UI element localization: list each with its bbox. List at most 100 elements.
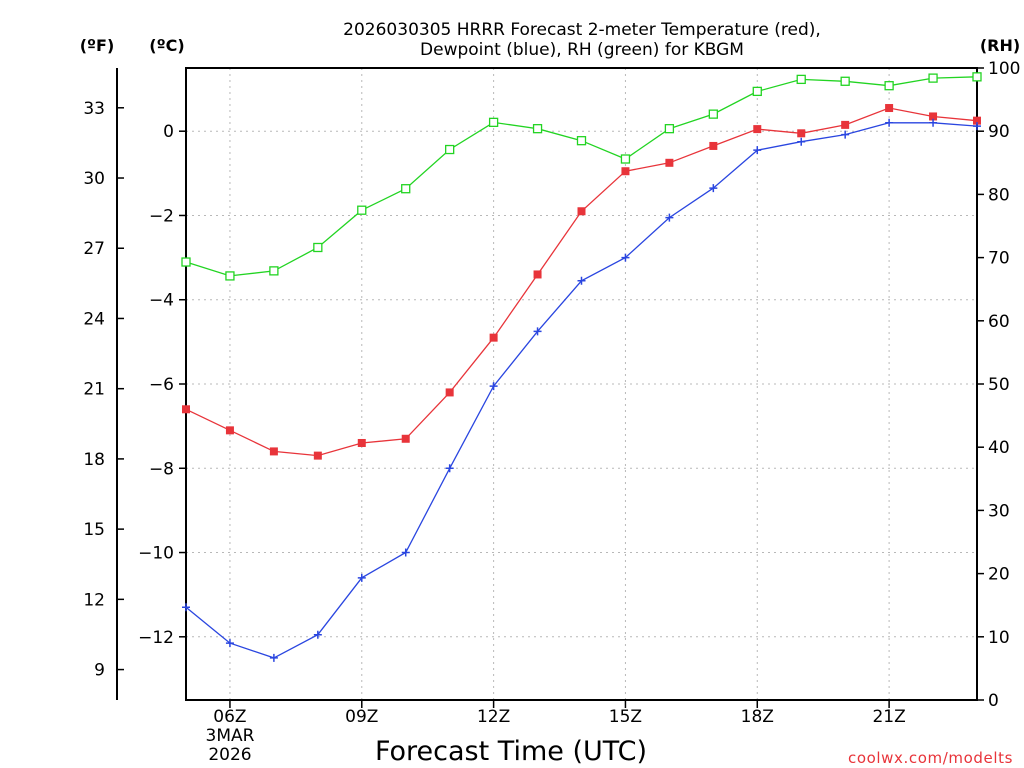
- x-tick-label: 15Z: [609, 707, 642, 727]
- rh-tick-label: 0: [988, 691, 999, 711]
- rh-point: [708, 109, 718, 119]
- rh-point: [840, 76, 850, 86]
- dewpoint-point: [577, 276, 586, 285]
- rh-unit-label: (RH): [980, 36, 1020, 55]
- rh-tick-label: 20: [988, 565, 1010, 585]
- dewpoint-point: [665, 213, 674, 222]
- celsius-tick-label: 0: [163, 122, 174, 142]
- dewpoint-point: [269, 653, 278, 662]
- temperature-point: [665, 158, 674, 167]
- temperature-point: [577, 207, 586, 216]
- dewpoint-point: [357, 573, 366, 582]
- dewpoint-point: [797, 137, 806, 146]
- temperature-point: [929, 112, 938, 121]
- rh-point: [532, 124, 543, 134]
- rh-point: [576, 136, 587, 146]
- date-label-year: 2026: [208, 745, 251, 765]
- celsius-tick-label: −10: [138, 544, 174, 564]
- dewpoint-point: [401, 548, 410, 557]
- dewpoint-line: [185, 122, 978, 659]
- dewpoint-point: [885, 118, 894, 127]
- temperature-point: [269, 447, 278, 456]
- series-rh: [181, 72, 982, 281]
- temperature-point: [533, 270, 542, 279]
- series-temperature: [182, 104, 981, 460]
- temperature-point: [489, 333, 498, 342]
- x-tick-label: 06Z: [213, 707, 246, 727]
- date-label-month: 3MAR: [206, 726, 255, 746]
- rh-point: [401, 184, 411, 194]
- chart-title-line2: Dewpoint (blue), RH (green) for KBGM: [420, 40, 744, 60]
- fahrenheit-tick-label: 33: [83, 99, 105, 119]
- fahrenheit-tick-label: 27: [83, 239, 105, 259]
- rh-point: [357, 205, 367, 215]
- temperature-point: [357, 438, 366, 447]
- fahrenheit-tick-label: 15: [83, 520, 105, 540]
- fahrenheit-tick-label: 30: [83, 169, 105, 189]
- rh-point: [620, 154, 631, 164]
- fahrenheit-tick-label: 12: [83, 590, 105, 610]
- dewpoint-point: [182, 603, 190, 612]
- celsius-tick-label: −4: [149, 291, 174, 311]
- rh-tick-label: 80: [988, 185, 1010, 205]
- fahrenheit-tick-label: 21: [83, 380, 105, 400]
- temperature-point: [841, 120, 850, 129]
- fahrenheit-tick-label: 18: [83, 450, 105, 470]
- rh-tick-label: 60: [988, 312, 1010, 332]
- temperature-point: [313, 451, 322, 460]
- temperature-point: [621, 167, 630, 176]
- rh-point: [313, 242, 323, 253]
- tick-labels: −12 −10 −8 −6 −4 −2 0 9 12 15 18 21 24 27 30 33 0 10 20 30 4…: [83, 59, 1020, 727]
- x-tick-label: 12Z: [477, 707, 510, 727]
- rh-point: [225, 271, 235, 281]
- axes: [116, 67, 984, 708]
- x-tick-label: 18Z: [741, 707, 774, 727]
- rh-point: [269, 266, 279, 276]
- rh-tick-label: 70: [988, 249, 1010, 269]
- dewpoint-point: [709, 184, 718, 193]
- temperature-point: [797, 129, 806, 138]
- rh-line: [185, 76, 978, 277]
- grid-lines: [186, 68, 977, 700]
- dewpoint-point: [225, 639, 234, 648]
- dewpoint-point: [841, 130, 850, 139]
- rh-point: [488, 117, 499, 128]
- celsius-tick-label: −6: [149, 375, 174, 395]
- dewpoint-point: [753, 146, 762, 155]
- temperature-point: [709, 141, 718, 150]
- celsius-tick-label: −12: [138, 628, 174, 648]
- rh-point: [972, 72, 982, 82]
- credit-text: coolwx.com/modelts: [848, 749, 1013, 767]
- fahrenheit-unit-label: (ºF): [80, 36, 115, 55]
- series-group: [181, 72, 982, 662]
- chart-title-line1: 2026030305 HRRR Forecast 2-meter Tempera…: [343, 20, 821, 40]
- rh-point: [664, 124, 675, 134]
- fahrenheit-tick-label: 24: [83, 309, 105, 329]
- rh-point: [752, 86, 762, 97]
- rh-point: [445, 144, 455, 155]
- series-dewpoint: [182, 118, 981, 662]
- x-tick-label: 21Z: [872, 707, 905, 727]
- rh-tick-label: 10: [988, 628, 1010, 648]
- temperature-point: [885, 104, 894, 113]
- rh-tick-label: 50: [988, 375, 1010, 395]
- rh-tick-label: 100: [988, 59, 1020, 79]
- dewpoint-point: [533, 327, 542, 336]
- temperature-point: [445, 388, 454, 397]
- celsius-unit-label: (ºC): [149, 36, 184, 55]
- dewpoint-point: [489, 382, 498, 391]
- rh-point: [181, 257, 191, 267]
- temperature-point: [182, 405, 190, 414]
- dewpoint-point: [973, 122, 981, 131]
- dewpoint-point: [445, 464, 454, 473]
- fahrenheit-tick-label: 9: [94, 661, 105, 681]
- rh-point: [928, 73, 938, 83]
- temperature-point: [753, 125, 762, 134]
- rh-point: [796, 74, 806, 85]
- celsius-tick-label: −8: [149, 459, 174, 479]
- rh-tick-label: 40: [988, 438, 1010, 458]
- x-axis-label: Forecast Time (UTC): [375, 736, 647, 767]
- celsius-tick-label: −2: [149, 206, 174, 226]
- x-tick-label: 09Z: [345, 707, 378, 727]
